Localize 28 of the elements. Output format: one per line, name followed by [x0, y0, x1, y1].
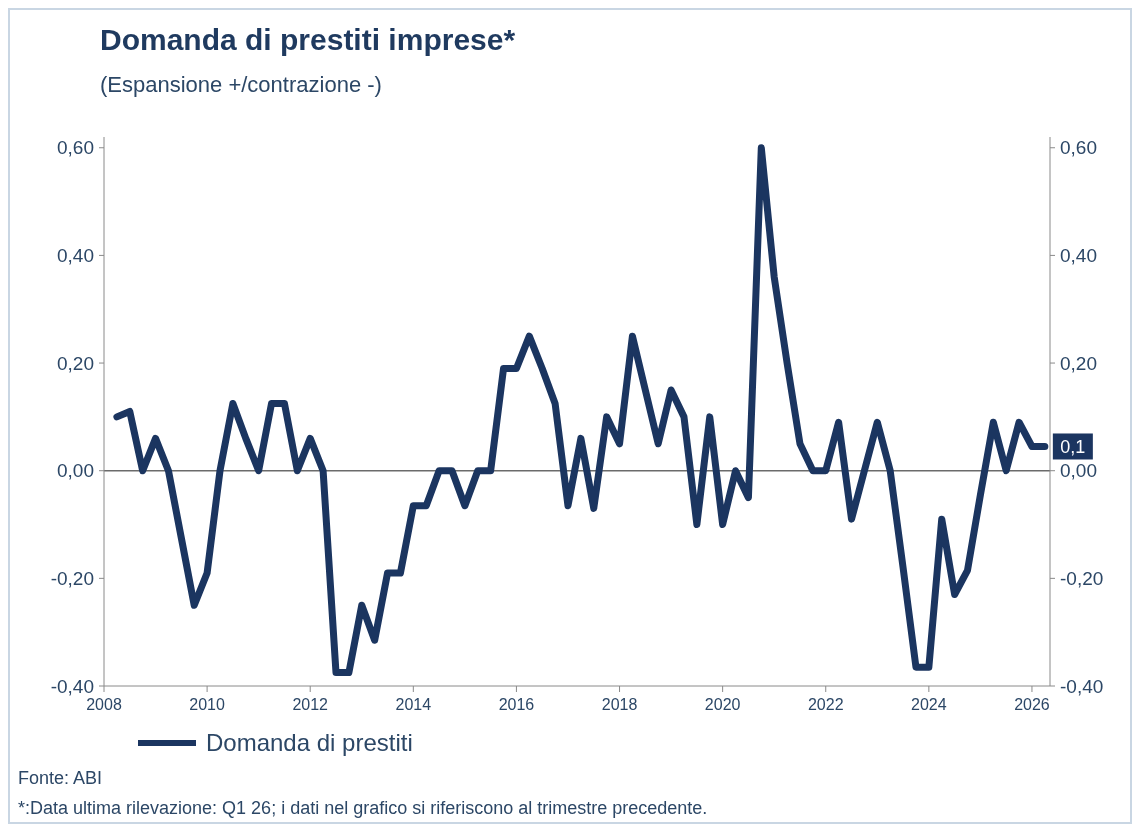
y2-tick-label: 0,40: [1060, 245, 1097, 267]
y2-tick-label: 0,00: [1060, 460, 1097, 482]
x-tick-label: 2012: [292, 696, 329, 713]
x-tick-label: 2010: [189, 696, 225, 713]
chart-title: Domanda di prestiti imprese*: [100, 23, 516, 56]
x-tick-label: 2014: [395, 696, 432, 713]
text: *:Data ultima rilevazione: Q1 26; i dati nel grafico si riferiscono al trimestre precedente.: [18, 798, 708, 818]
x-tick-label: 2018: [601, 696, 638, 713]
x-tick-label: 2008: [86, 696, 122, 713]
y-tick-label: -0,20: [50, 568, 94, 589]
y-tick-label: 0,20: [57, 352, 94, 374]
x-tick-label: 2020: [704, 696, 741, 713]
legend-label: Domanda di prestiti: [206, 729, 413, 757]
y-tick-label: 0,00: [57, 460, 94, 482]
x-tick-label: 2022: [807, 696, 844, 713]
source-note: Fonte: ABI: [18, 768, 103, 788]
y-tick-label: 0,60: [57, 137, 94, 159]
y2-tick-label: 0,20: [1060, 352, 1097, 374]
x-tick-label: 2026: [1014, 696, 1050, 713]
chart-subtitle: (Espansione +/contrazione -): [100, 72, 382, 97]
y-tick-label: -0,40: [50, 675, 94, 697]
y2-tick-label: -0,40: [1060, 675, 1104, 697]
y2-tick-label: -0,20: [1060, 568, 1104, 589]
x-tick-label: 2016: [498, 696, 535, 713]
y-tick-label: 0,40: [57, 245, 94, 267]
x-tick-label: 2024: [911, 696, 947, 713]
annotation: 0,1: [1060, 436, 1086, 457]
y2-tick-label: 0,60: [1060, 137, 1097, 159]
